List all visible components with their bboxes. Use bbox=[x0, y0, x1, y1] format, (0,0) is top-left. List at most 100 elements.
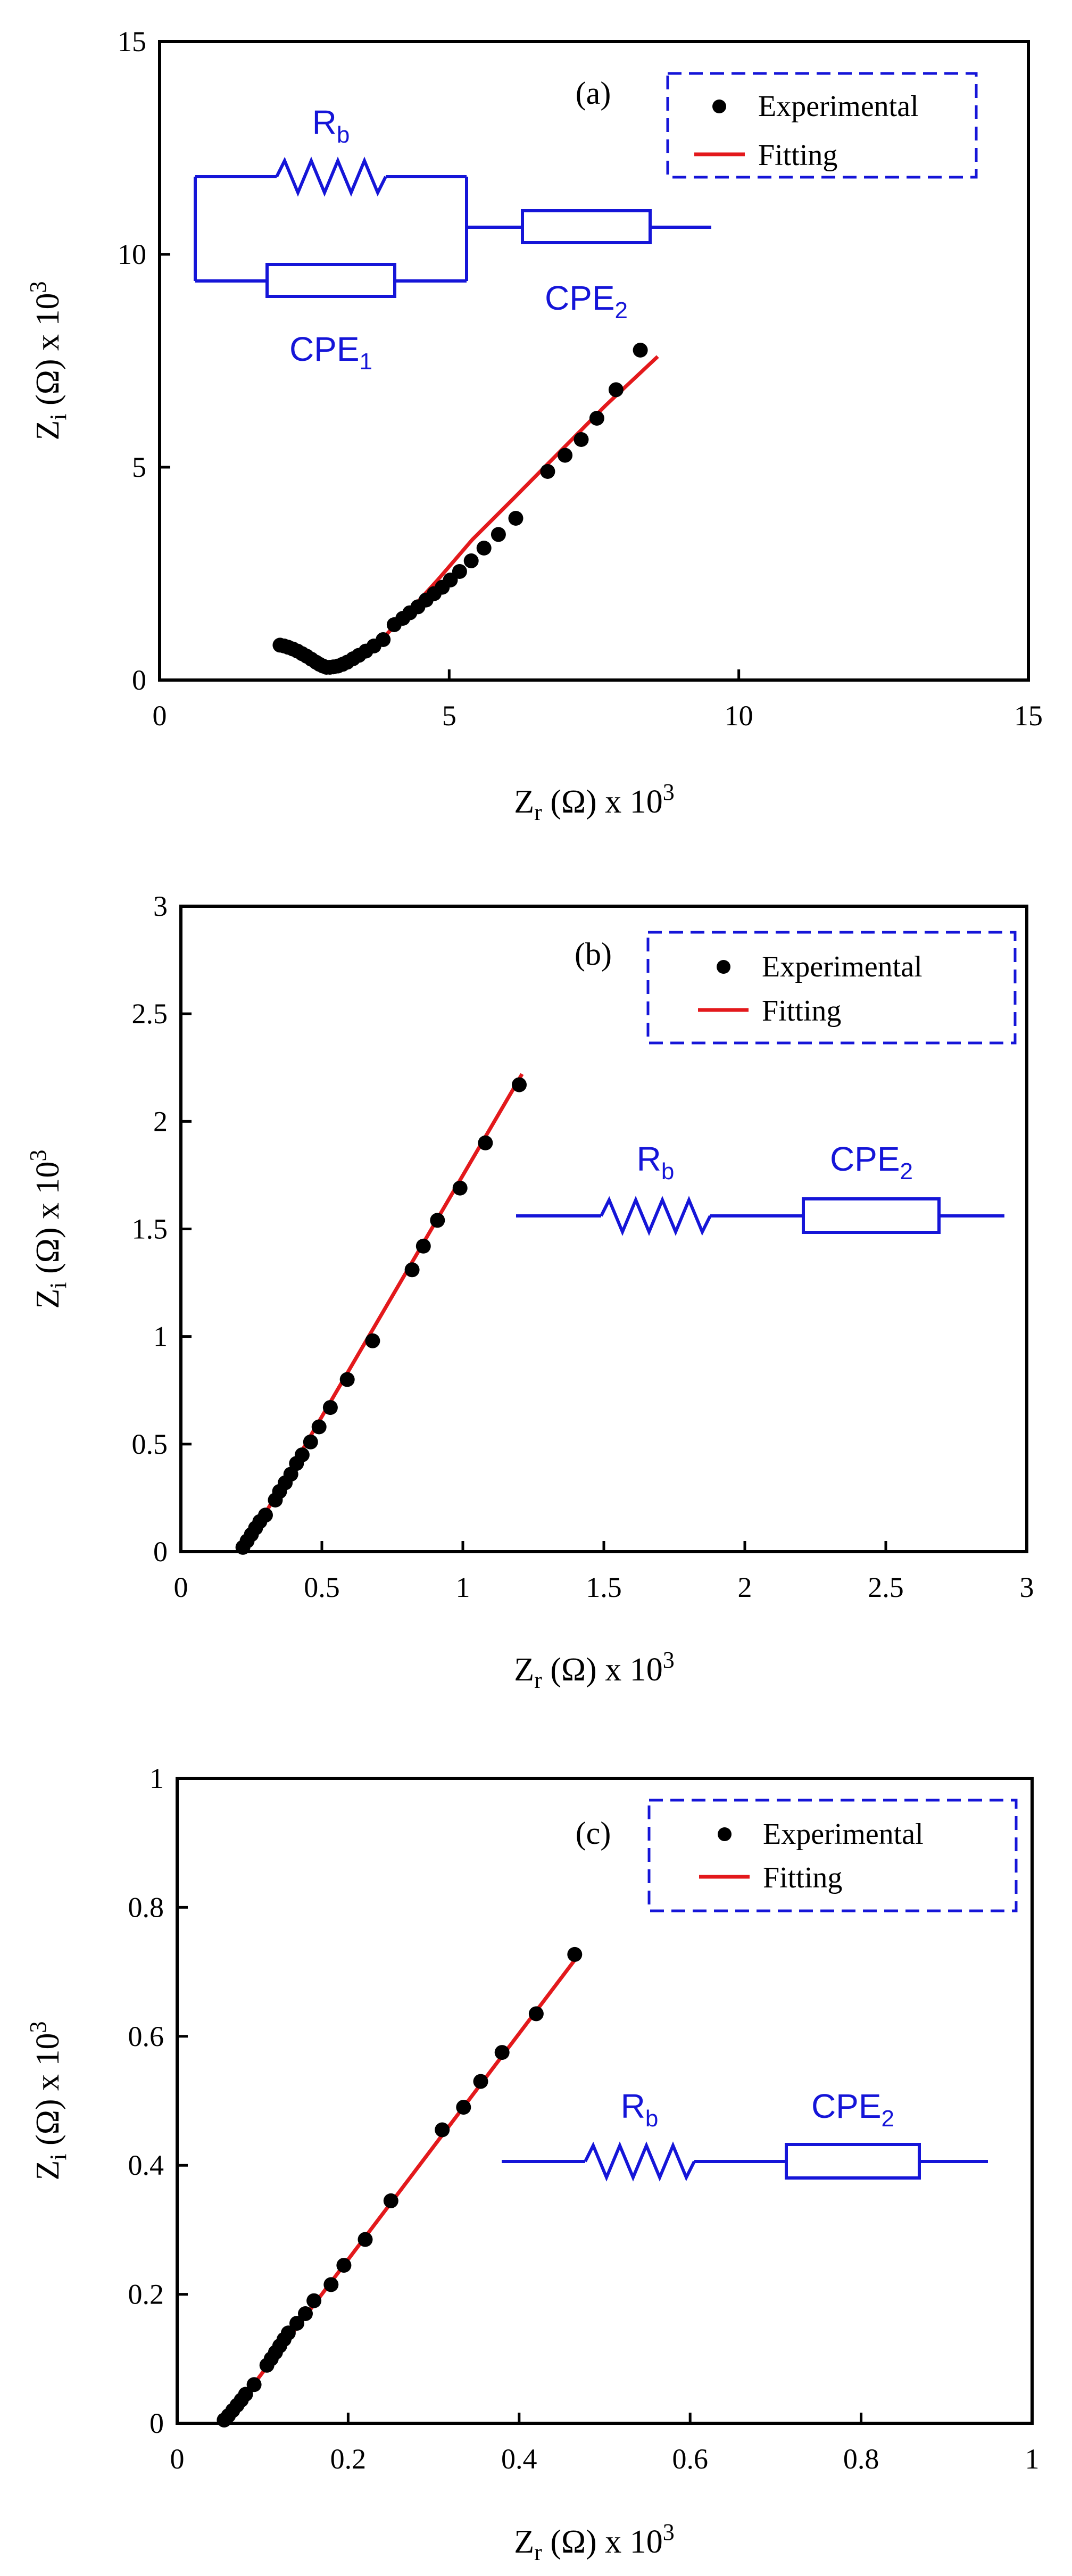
cpe2-element bbox=[521, 209, 652, 244]
legend-label-fitting: Fitting bbox=[762, 995, 841, 1028]
label-cpe2: CPE2 bbox=[830, 1140, 913, 1185]
experimental-point bbox=[404, 1262, 420, 1278]
experimental-point bbox=[508, 511, 523, 526]
experimental-point bbox=[574, 432, 589, 447]
experimental-point bbox=[430, 1213, 445, 1228]
x-tick-label: 0.4 bbox=[501, 2443, 537, 2475]
experimental-point bbox=[322, 1400, 338, 1415]
experimental-point bbox=[365, 1333, 380, 1348]
y-tick-label: 0 bbox=[132, 664, 146, 696]
experimental-point bbox=[589, 411, 604, 426]
legend-box bbox=[646, 931, 1017, 1045]
panel-a-experimental-series bbox=[272, 343, 648, 675]
panel-b: 0 0.5 1 1.5 2 2.5 3 0 0.5 1 1.5 2 2.5 3 (b) Experimen… bbox=[25, 890, 1034, 1693]
cpe1-element bbox=[265, 263, 396, 298]
experimental-point bbox=[452, 564, 467, 579]
panel-c-frame bbox=[176, 1777, 1034, 2425]
experimental-point bbox=[608, 382, 624, 397]
label-cpe1: CPE1 bbox=[289, 330, 372, 375]
experimental-point bbox=[311, 1419, 327, 1435]
panel-a-plot-area: 0 5 10 15 0 5 10 15 bbox=[118, 26, 1043, 732]
label-rb: Rb bbox=[312, 103, 350, 148]
label-rb: Rb bbox=[621, 2087, 659, 2132]
y-tick-label: 2.5 bbox=[132, 998, 168, 1030]
y-tick-label: 0.2 bbox=[128, 2279, 164, 2310]
label-rb: Rb bbox=[637, 1140, 675, 1185]
panel-b-legend: Experimental Fitting bbox=[646, 931, 1017, 1045]
experimental-point bbox=[558, 448, 573, 463]
panel-b-plot-area: 0 0.5 1 1.5 2 2.5 3 0 0.5 1 1.5 2 2.5 3 bbox=[132, 890, 1034, 1603]
x-tick-label: 0.2 bbox=[330, 2443, 367, 2475]
y-tick-label: 0 bbox=[149, 2407, 164, 2439]
experimental-point bbox=[473, 2074, 488, 2089]
resistor-rb bbox=[275, 156, 387, 197]
cpe2-element bbox=[785, 2143, 921, 2180]
experimental-point bbox=[258, 1508, 273, 1523]
legend-box bbox=[666, 72, 978, 179]
experimental-point bbox=[494, 2045, 510, 2060]
legend-marker-experimental bbox=[718, 1827, 732, 1841]
y-tick-label: 1 bbox=[153, 1321, 168, 1353]
experimental-point bbox=[383, 2193, 398, 2208]
x-tick-label: 10 bbox=[725, 700, 753, 732]
experimental-point bbox=[540, 464, 555, 479]
legend-label-experimental: Experimental bbox=[758, 90, 919, 123]
y-tick-label: 15 bbox=[118, 26, 146, 57]
experimental-point bbox=[294, 1447, 310, 1463]
experimental-point bbox=[567, 1947, 583, 1962]
panel-c-x-axis-label: Zr (Ω) x 103 bbox=[514, 2519, 674, 2565]
experimental-point bbox=[478, 1135, 493, 1150]
x-tick-label: 2 bbox=[738, 1571, 752, 1603]
legend-marker-experimental bbox=[717, 960, 730, 974]
experimental-point bbox=[435, 2122, 450, 2138]
experimental-point bbox=[528, 2006, 544, 2022]
y-tick-label: 5 bbox=[132, 451, 146, 483]
y-tick-label: 0.8 bbox=[128, 1891, 164, 1923]
label-cpe2: CPE2 bbox=[811, 2087, 894, 2132]
x-tick-label: 5 bbox=[442, 700, 456, 732]
experimental-point bbox=[491, 527, 506, 542]
experimental-point bbox=[463, 553, 479, 568]
panel-b-ticks: 0 0.5 1 1.5 2 2.5 3 0 0.5 1 1.5 2 2.5 3 bbox=[132, 890, 1034, 1603]
panel-c-y-axis-label: Zi (Ω) x 103 bbox=[25, 2022, 71, 2181]
y-tick-label: 0 bbox=[153, 1536, 168, 1568]
y-tick-label: 10 bbox=[118, 238, 146, 270]
panel-c-equivalent-circuit bbox=[502, 2141, 988, 2182]
panel-a: 0 5 10 15 0 5 10 15 (a) Experimental Fitting bbox=[25, 26, 1043, 825]
x-tick-label: 1 bbox=[1025, 2443, 1040, 2475]
panel-b-y-axis-label: Zi (Ω) x 103 bbox=[25, 1150, 71, 1309]
experimental-point bbox=[303, 1434, 318, 1449]
panel-a-equivalent-circuit bbox=[194, 156, 711, 298]
panel-b-equivalent-circuit bbox=[516, 1196, 1004, 1236]
panel-c: 0 0.2 0.4 0.6 0.8 1 0 0.2 0.4 0.6 0.8 1 (c) Experim… bbox=[25, 1762, 1040, 2565]
experimental-point bbox=[238, 2387, 253, 2402]
experimental-point bbox=[415, 1238, 431, 1254]
y-tick-label: 1 bbox=[149, 1762, 164, 1794]
panel-a-ticks: 0 5 10 15 0 5 10 15 bbox=[118, 26, 1043, 732]
experimental-point bbox=[298, 2306, 313, 2321]
panel-a-legend: Experimental Fitting bbox=[666, 72, 978, 179]
panel-a-y-axis-label: Zi (Ω) x 103 bbox=[25, 281, 71, 441]
panel-b-x-axis-label: Zr (Ω) x 103 bbox=[514, 1647, 674, 1693]
panel-c-ticks: 0 0.2 0.4 0.6 0.8 1 0 0.2 0.4 0.6 0.8 1 bbox=[128, 1762, 1040, 2475]
y-tick-label: 0.6 bbox=[128, 2020, 164, 2052]
experimental-point bbox=[633, 343, 648, 358]
panel-a-frame bbox=[158, 40, 1030, 682]
experimental-point bbox=[512, 1077, 527, 1092]
cpe2-element bbox=[802, 1197, 941, 1234]
panel-c-label: (c) bbox=[576, 1816, 611, 1851]
x-tick-label: 0.8 bbox=[843, 2443, 879, 2475]
x-tick-label: 1 bbox=[456, 1571, 470, 1603]
legend-box bbox=[647, 1799, 1018, 1912]
x-tick-label: 0 bbox=[153, 700, 167, 732]
experimental-point bbox=[280, 2325, 296, 2341]
legend-label-fitting: Fitting bbox=[763, 1861, 842, 1894]
experimental-point bbox=[289, 2316, 304, 2331]
resistor-rb bbox=[584, 2141, 696, 2182]
label-cpe2: CPE2 bbox=[545, 279, 628, 324]
panel-a-label: (a) bbox=[576, 76, 611, 111]
experimental-point bbox=[452, 1180, 468, 1196]
experimental-point bbox=[358, 2232, 373, 2247]
x-tick-label: 0 bbox=[170, 2443, 185, 2475]
